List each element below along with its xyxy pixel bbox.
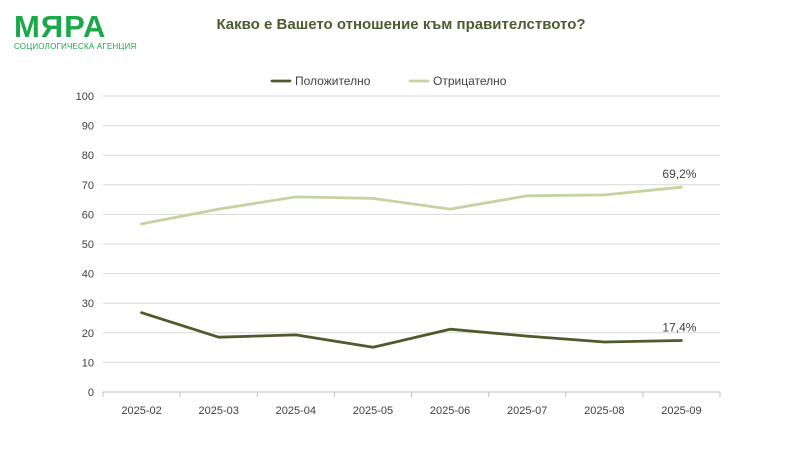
- x-tick-label: 2025-02: [121, 405, 161, 417]
- brand-logo: МЯРА СОЦИОЛОГИЧЕСКА АГЕНЦИЯ: [14, 9, 137, 51]
- y-tick-label: 100: [76, 91, 94, 103]
- axis-layer: 0 10 20 30 40 50 60 70 80 90 100 2025-02 2025-03 2025…: [76, 91, 721, 417]
- y-tick-label: 70: [82, 180, 94, 192]
- series-line-0: [140, 311, 683, 349]
- y-tick-label: 50: [82, 239, 94, 251]
- chart-title: Какво е Вашето отношение към правителств…: [216, 16, 586, 33]
- brand-name: МЯРА: [14, 9, 107, 44]
- y-tick-label: 20: [82, 328, 94, 340]
- x-tick-label: 2025-09: [661, 405, 701, 417]
- y-tick-label: 90: [82, 121, 94, 133]
- series-line-1: [140, 185, 683, 226]
- data-label: 69,2%: [662, 167, 696, 181]
- y-tick-label: 60: [82, 209, 94, 221]
- legend: Положително Отрицателно: [270, 74, 507, 88]
- y-tick-label: 40: [82, 269, 94, 281]
- brand-subtitle: СОЦИОЛОГИЧЕСКА АГЕНЦИЯ: [14, 42, 137, 51]
- x-tick-label: 2025-04: [276, 405, 316, 417]
- x-tick-label: 2025-06: [430, 405, 470, 417]
- x-tick-label: 2025-07: [507, 405, 547, 417]
- label-layer: 17,4% 69,2%: [662, 167, 696, 334]
- x-tick-label: 2025-05: [353, 405, 393, 417]
- series-layer: [140, 185, 683, 349]
- x-tick-label: 2025-03: [199, 405, 239, 417]
- y-tick-label: 80: [82, 150, 94, 162]
- data-label: 17,4%: [662, 320, 696, 334]
- legend-label: Положително: [295, 74, 371, 88]
- y-tick-label: 10: [82, 357, 94, 369]
- grid-layer: [103, 95, 720, 363]
- y-tick-label: 0: [88, 387, 94, 399]
- y-tick-label: 30: [82, 298, 94, 310]
- legend-label: Отрицателно: [433, 74, 507, 88]
- x-tick-label: 2025-08: [584, 405, 624, 417]
